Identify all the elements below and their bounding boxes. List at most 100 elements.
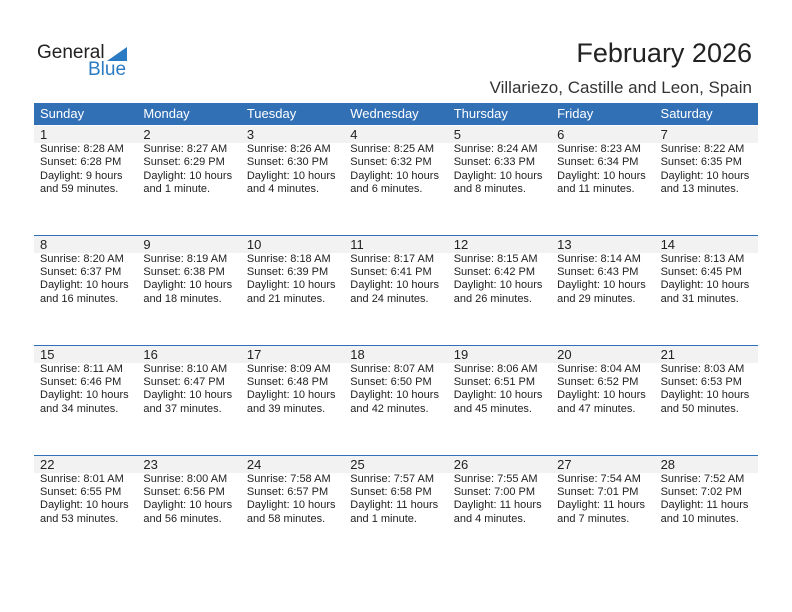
daylight-minutes: and 6 minutes.	[350, 183, 423, 196]
sunrise: Sunrise: 8:11 AM	[40, 362, 123, 375]
day-cell: 1 Sunrise: 8:28 AM Sunset: 6:28 PM Dayli…	[34, 126, 137, 197]
day-number: 27	[557, 456, 572, 472]
sunset: Sunset: 6:38 PM	[143, 265, 225, 278]
sunrise: Sunrise: 8:06 AM	[453, 362, 538, 375]
day-number: 6	[557, 127, 565, 142]
weekday-monday: Monday	[143, 106, 190, 121]
sunset: Sunset: 6:57 PM	[246, 485, 329, 498]
sunrise: Sunrise: 8:03 AM	[660, 362, 745, 375]
day-cell: 3 Sunrise: 8:26 AM Sunset: 6:30 PM Dayli…	[241, 126, 344, 197]
sunset: Sunset: 6:39 PM	[246, 265, 329, 278]
day-number: 8	[40, 236, 48, 252]
week-row: 1 Sunrise: 8:28 AM Sunset: 6:28 PM Dayli…	[34, 126, 758, 234]
daylight-minutes: and 47 minutes.	[557, 402, 636, 415]
daylight: Daylight: 10 hours	[246, 499, 336, 512]
daylight-minutes: and 42 minutes.	[350, 402, 429, 415]
sunset: Sunset: 6:47 PM	[143, 375, 225, 388]
sunrise: Sunrise: 8:09 AM	[246, 362, 331, 375]
sunset: Sunset: 7:02 PM	[660, 485, 742, 498]
day-cell: 28 Sunrise: 7:52 AM Sunset: 7:02 PM Dayl…	[655, 456, 758, 527]
sunrise: Sunrise: 8:26 AM	[246, 143, 331, 155]
day-number: 25	[350, 456, 365, 472]
day-cell: 14 Sunrise: 8:13 AM Sunset: 6:45 PM Dayl…	[655, 236, 758, 307]
day-number: 18	[350, 346, 365, 362]
sunrise: Sunrise: 8:24 AM	[453, 143, 538, 155]
daylight-minutes: and 1 minute.	[350, 512, 417, 525]
week-row: 22 Sunrise: 8:01 AM Sunset: 6:55 PM Dayl…	[34, 454, 758, 564]
daylight-minutes: and 8 minutes.	[453, 183, 526, 196]
day-cell: 25 Sunrise: 7:57 AM Sunset: 6:58 PM Dayl…	[344, 456, 447, 527]
daylight-minutes: and 45 minutes.	[453, 402, 532, 415]
day-number: 16	[143, 346, 158, 362]
day-cell: 22 Sunrise: 8:01 AM Sunset: 6:55 PM Dayl…	[34, 456, 137, 527]
sunset: Sunset: 6:43 PM	[557, 265, 639, 278]
daylight: Daylight: 10 hours	[350, 169, 439, 182]
location: Villariezo, Castille and Leon, Spain	[489, 78, 752, 97]
daylight-minutes: and 13 minutes.	[660, 183, 739, 196]
day-cell: 8 Sunrise: 8:20 AM Sunset: 6:37 PM Dayli…	[34, 236, 137, 307]
sunset: Sunset: 7:01 PM	[557, 485, 639, 498]
day-cell: 16 Sunrise: 8:10 AM Sunset: 6:47 PM Dayl…	[137, 346, 240, 417]
daylight-minutes: and 4 minutes.	[246, 183, 320, 196]
day-cell: 6 Sunrise: 8:23 AM Sunset: 6:34 PM Dayli…	[551, 126, 654, 197]
day-cell: 19 Sunrise: 8:06 AM Sunset: 6:51 PM Dayl…	[448, 346, 551, 417]
sunrise: Sunrise: 8:04 AM	[557, 362, 641, 375]
sunrise: Sunrise: 8:13 AM	[660, 252, 745, 265]
daylight: Daylight: 10 hours	[660, 169, 750, 182]
logo-general: General	[37, 42, 105, 63]
sunrise: Sunrise: 8:23 AM	[557, 143, 641, 155]
daylight: Daylight: 10 hours	[557, 169, 646, 182]
day-number: 7	[660, 127, 668, 142]
day-cell: 27 Sunrise: 7:54 AM Sunset: 7:01 PM Dayl…	[551, 456, 654, 527]
daylight: Daylight: 10 hours	[246, 169, 336, 182]
day-cell: 17 Sunrise: 8:09 AM Sunset: 6:48 PM Dayl…	[241, 346, 344, 417]
weekday-header: Sunday Monday Tuesday Wednesday Thursday Frid…	[34, 103, 758, 125]
day-cell: 15 Sunrise: 8:11 AM Sunset: 6:46 PM Dayl…	[34, 346, 137, 417]
day-number: 20	[557, 346, 572, 362]
sunrise: Sunrise: 8:27 AM	[143, 143, 228, 155]
daylight-minutes: and 31 minutes.	[660, 292, 739, 305]
sunrise: Sunrise: 8:28 AM	[40, 143, 124, 155]
sunrise: Sunrise: 8:15 AM	[453, 252, 538, 265]
day-number: 14	[660, 236, 676, 252]
day-cell: 9 Sunrise: 8:19 AM Sunset: 6:38 PM Dayli…	[137, 236, 240, 307]
logo-triangle-icon	[107, 47, 127, 61]
sunset: Sunset: 6:28 PM	[40, 156, 122, 169]
sunrise: Sunrise: 7:52 AM	[660, 472, 745, 485]
weekday-tuesday: Tuesday	[246, 106, 297, 121]
weekday-sunday: Sunday	[40, 106, 85, 121]
page-title: February 2026	[576, 38, 752, 68]
sunrise: Sunrise: 8:19 AM	[143, 252, 228, 265]
sunrise: Sunrise: 8:07 AM	[350, 362, 435, 375]
day-cell: 10 Sunrise: 8:18 AM Sunset: 6:39 PM Dayl…	[241, 236, 344, 307]
day-number: 19	[453, 346, 469, 362]
day-number: 3	[246, 127, 255, 142]
week-row: 15 Sunrise: 8:11 AM Sunset: 6:46 PM Dayl…	[34, 344, 758, 454]
daylight-minutes: and 50 minutes.	[660, 402, 739, 415]
daylight-minutes: and 10 minutes.	[660, 512, 739, 525]
sunset: Sunset: 6:55 PM	[40, 485, 122, 498]
daylight-minutes: and 59 minutes.	[40, 183, 119, 196]
sunrise: Sunrise: 7:57 AM	[350, 472, 435, 485]
sunrise: Sunrise: 8:18 AM	[246, 252, 331, 265]
daylight: Daylight: 10 hours	[143, 499, 233, 512]
day-cell: 12 Sunrise: 8:15 AM Sunset: 6:42 PM Dayl…	[448, 236, 551, 307]
daylight-minutes: and 26 minutes.	[453, 292, 532, 305]
sunrise: Sunrise: 7:54 AM	[557, 472, 641, 485]
day-cell: 5 Sunrise: 8:24 AM Sunset: 6:33 PM Dayli…	[448, 126, 551, 197]
daylight: Daylight: 10 hours	[660, 389, 750, 402]
daylight-minutes: and 21 minutes.	[246, 292, 326, 305]
day-number: 11	[350, 236, 364, 252]
sunset: Sunset: 6:51 PM	[453, 375, 536, 388]
daylight: Daylight: 10 hours	[453, 169, 543, 182]
day-number: 17	[246, 346, 262, 362]
day-cell: 13 Sunrise: 8:14 AM Sunset: 6:43 PM Dayl…	[551, 236, 654, 307]
day-number: 4	[350, 127, 358, 142]
day-number: 13	[557, 236, 572, 252]
daylight: Daylight: 10 hours	[40, 389, 129, 402]
daylight: Daylight: 11 hours	[557, 499, 645, 512]
daylight-minutes: and 18 minutes.	[143, 292, 222, 305]
weekday-wednesday: Wednesday	[350, 106, 419, 121]
date-bar	[34, 126, 758, 143]
